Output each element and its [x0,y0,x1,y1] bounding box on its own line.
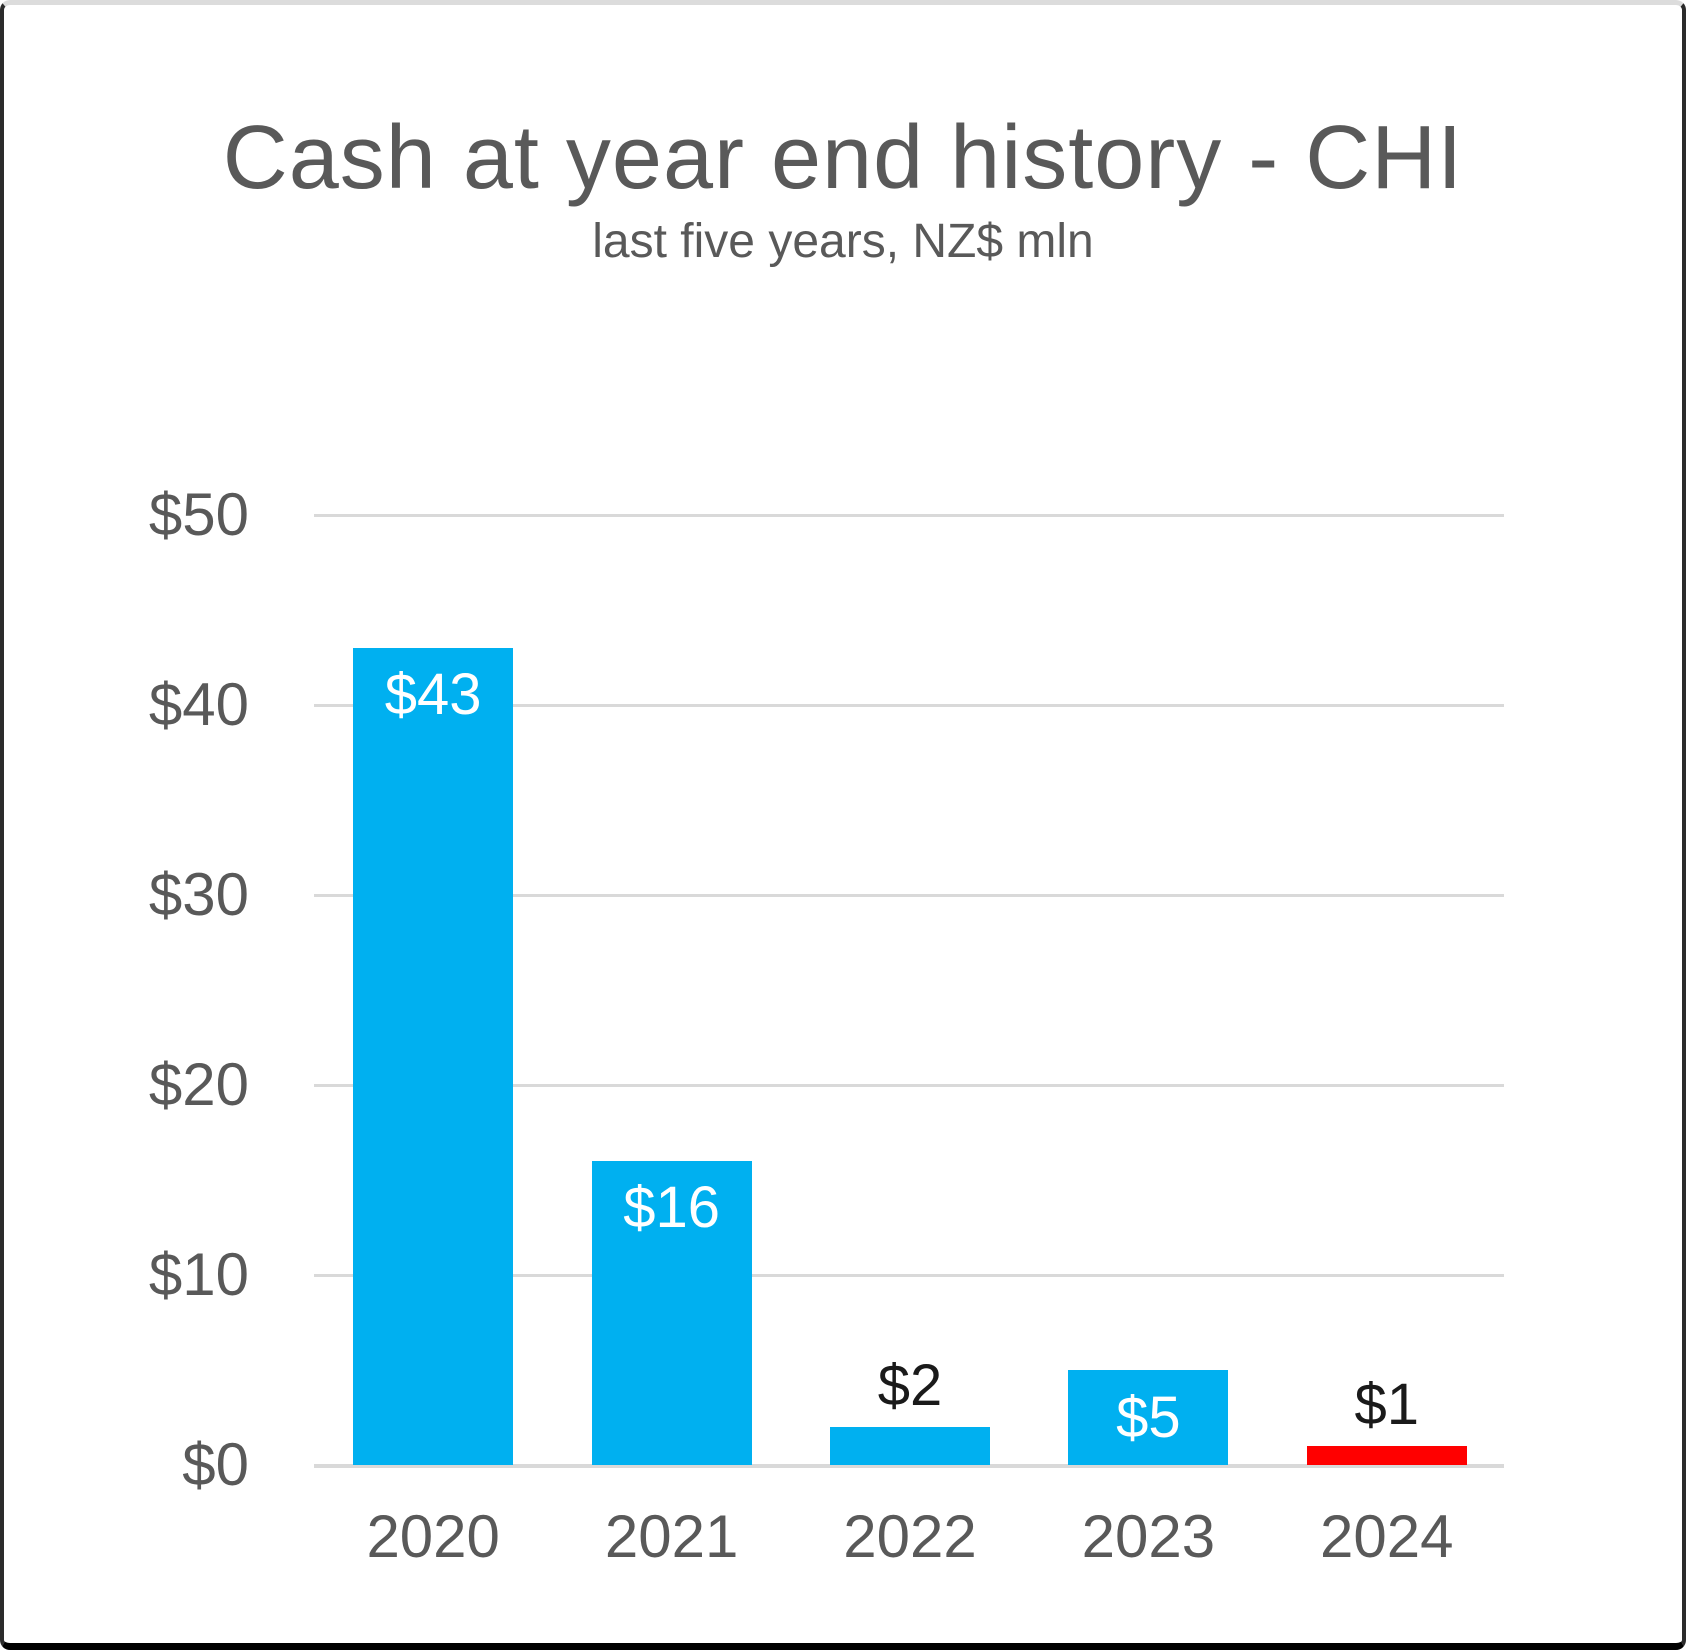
gridline-0 [314,1464,1504,1468]
bar-value-label-2021: $16 [623,1175,720,1240]
y-tick-label-40: $40 [148,671,249,738]
bar-2021 [591,1161,752,1465]
chart-subtitle: last five years, NZ$ mln [592,215,1094,268]
bar-2020 [353,648,514,1465]
plot-area: $50 $40 $30 $20 $10 $0 $43 2020 $16 2021 $2 2022 $5 2… [4,5,1682,1643]
gridline-40 [314,704,1504,707]
bar-value-label-2022: $2 [877,1353,943,1418]
y-tick-label-0: $0 [182,1431,249,1498]
y-tick-label-20: $20 [148,1051,249,1118]
bar-2023 [1068,1370,1229,1465]
gridline-20 [314,1084,1504,1087]
bar-value-label-2023: $5 [1116,1384,1181,1450]
x-axis-label-2023: 2023 [1081,1503,1216,1570]
x-axis-label-2022: 2022 [843,1503,977,1570]
gridline-50 [314,514,1504,517]
x-axis-label-2024: 2024 [1320,1503,1454,1570]
bar-value-label-2024: $1 [1354,1372,1420,1437]
x-axis-label-2021: 2021 [604,1503,739,1570]
bar-2024 [1306,1446,1467,1465]
bar-value-label-2020: $43 [384,662,482,727]
gridline-30 [314,894,1504,897]
y-tick-label-50: $50 [148,481,249,548]
y-tick-label-10: $10 [148,1241,249,1308]
gridline-10 [314,1274,1504,1277]
chart-title: Cash at year end history - CHI [222,108,1464,208]
y-tick-label-30: $30 [148,861,249,928]
x-axis-label-2020: 2020 [366,1503,500,1570]
bar-2022 [830,1427,990,1465]
